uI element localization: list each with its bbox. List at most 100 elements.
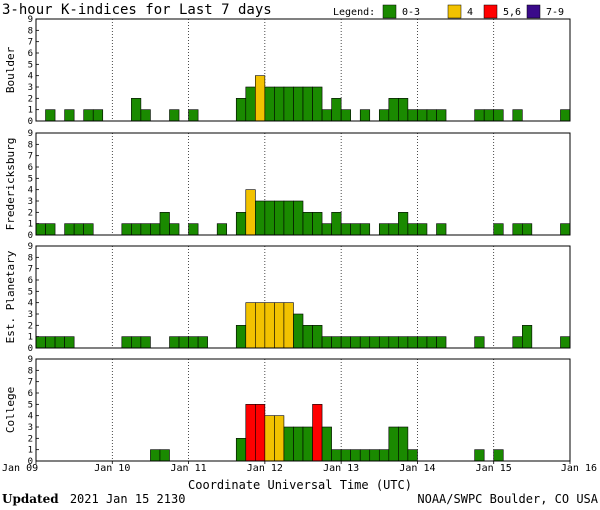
credit-text: NOAA/SWPC Boulder, CO USA	[417, 492, 598, 506]
y-tick-label: 5	[28, 60, 33, 70]
bar	[283, 200, 294, 236]
panels: 0123456789Boulder0123456789Fredericksbur…	[4, 15, 571, 467]
bar	[54, 336, 65, 349]
panel-1: 01 234 567 89 Fredericksburg	[4, 129, 571, 241]
y-tick-label: 4	[28, 412, 33, 422]
panel-frame	[35, 18, 571, 122]
y-tick-label: 4	[28, 299, 33, 309]
bar	[283, 302, 294, 349]
bar	[235, 98, 247, 122]
bar	[216, 223, 228, 236]
bar	[388, 336, 399, 349]
panel-label: Est. Planetary	[4, 250, 17, 343]
legend-swatch-1	[447, 4, 462, 19]
bar	[245, 404, 256, 462]
bar	[512, 336, 523, 349]
bar	[359, 223, 371, 236]
bar	[350, 223, 361, 236]
updated-value: 2021 Jan 15 2130	[70, 492, 186, 506]
bar	[188, 109, 199, 122]
y-tick-label: 8	[28, 366, 33, 376]
y-tick-label: 8	[28, 26, 33, 36]
bar	[274, 415, 285, 462]
bar	[407, 109, 418, 122]
bar	[169, 223, 180, 236]
bar	[255, 75, 266, 122]
bar	[340, 336, 351, 349]
bar	[235, 325, 247, 349]
y-tick-label: 0	[28, 344, 33, 354]
bar	[312, 404, 323, 462]
bar	[302, 86, 313, 122]
bar	[92, 109, 104, 122]
y-tick-label: 2	[28, 208, 33, 218]
bar	[169, 336, 180, 349]
bar	[235, 438, 247, 462]
bar	[293, 426, 304, 462]
bar	[302, 325, 313, 349]
bar	[417, 223, 428, 236]
bar	[331, 98, 342, 122]
bar	[474, 336, 485, 349]
bar	[512, 109, 523, 122]
bar	[388, 223, 399, 236]
bar	[197, 336, 208, 349]
bar	[140, 109, 151, 122]
y-tick-label: 4	[28, 186, 33, 196]
x-tick-label: Jan 09	[2, 463, 38, 474]
y-tick-label: 3	[28, 197, 33, 207]
bar	[150, 223, 161, 236]
legend: Legend: 0-3 4 5,6 7-9	[333, 4, 564, 19]
panel-label: Fredericksburg	[4, 138, 17, 231]
bar	[560, 109, 571, 122]
legend-entry-0: 0-3	[402, 7, 420, 18]
bar	[264, 200, 275, 236]
panel-label: Boulder	[4, 46, 17, 93]
bar	[150, 449, 161, 462]
bar	[83, 223, 94, 236]
x-tick-label: Jan 13	[323, 463, 359, 474]
bar	[321, 426, 332, 462]
legend-entry-1: 4	[467, 7, 473, 18]
y-tick-label: 0	[28, 231, 33, 241]
bar	[398, 426, 409, 462]
bar	[302, 212, 313, 236]
bar	[407, 449, 418, 462]
bar	[293, 313, 304, 349]
bar	[83, 109, 94, 122]
bar	[436, 336, 447, 349]
bar	[264, 302, 275, 349]
bar	[131, 223, 142, 236]
bar	[398, 212, 409, 236]
chart-title: 3-hour K-indices for Last 7 days	[2, 2, 272, 18]
y-tick-label: 1	[28, 106, 33, 116]
bar	[255, 302, 266, 349]
panel-frame	[35, 132, 571, 236]
y-tick-label: 5	[28, 287, 33, 297]
bar	[493, 449, 504, 462]
bar	[359, 449, 371, 462]
y-tick-label: 9	[28, 15, 33, 25]
bar	[493, 109, 504, 122]
bar	[255, 200, 266, 236]
y-tick-label: 3	[28, 423, 33, 433]
legend-label: Legend:	[333, 7, 375, 18]
y-tick-label: 7	[28, 378, 33, 388]
bar	[436, 223, 447, 236]
bar	[169, 109, 180, 122]
bar	[331, 336, 342, 349]
y-tick-label: 0	[28, 117, 33, 127]
bar	[245, 86, 256, 122]
bar	[417, 109, 428, 122]
bar	[245, 189, 256, 236]
y-tick-label: 7	[28, 152, 33, 162]
y-tick-label: 5	[28, 400, 33, 410]
y-tick-label: 0	[28, 457, 33, 467]
bar	[378, 449, 390, 462]
y-tick-label: 1	[28, 446, 33, 456]
y-tick-label: 6	[28, 276, 33, 286]
bar	[274, 86, 285, 122]
bar	[245, 302, 256, 349]
x-tick-label: Jan 11	[171, 463, 207, 474]
